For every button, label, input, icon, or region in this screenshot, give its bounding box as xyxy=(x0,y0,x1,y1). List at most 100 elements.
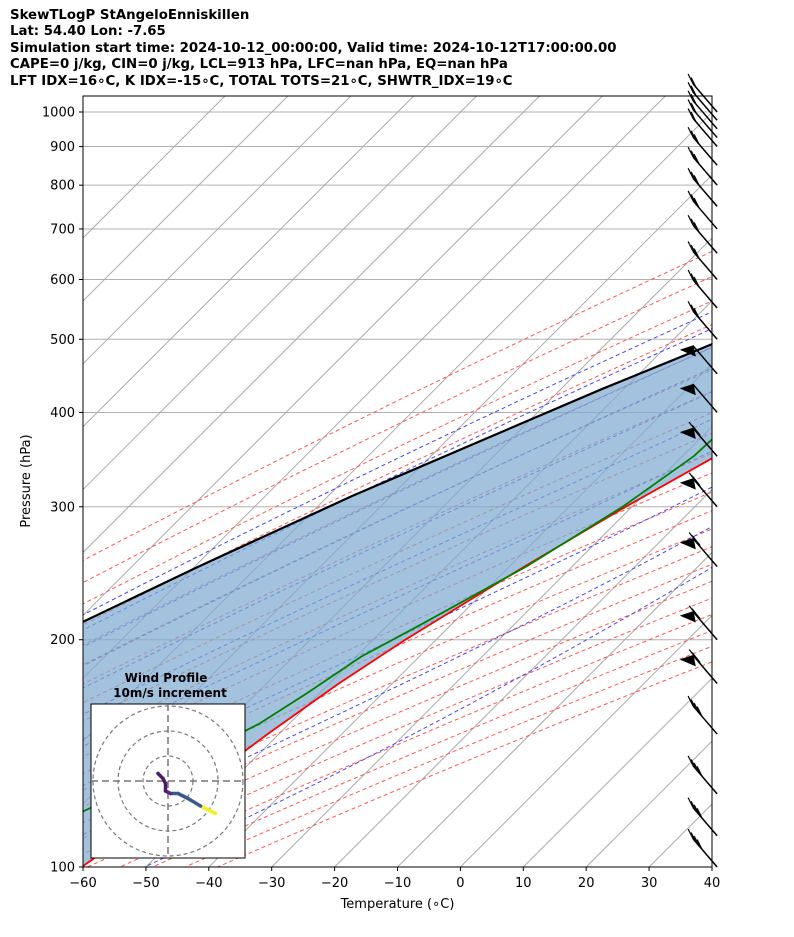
wind-barb-feather xyxy=(687,73,694,85)
isotherm-line xyxy=(460,614,712,867)
wind-barb-feather xyxy=(696,807,703,819)
wind-barb-feather xyxy=(687,168,694,179)
wind-barb-feather xyxy=(690,218,697,230)
wind-barb-staff xyxy=(692,109,718,139)
x-tick-label: −10 xyxy=(384,876,411,891)
wind-barb-staff xyxy=(692,279,718,309)
wind-barb xyxy=(687,695,718,735)
wind-barb xyxy=(687,241,718,280)
y-tick-label: 500 xyxy=(50,333,75,348)
wind-barb-staff xyxy=(692,765,718,795)
wind-barb-feather xyxy=(687,755,694,767)
x-tick-label: 30 xyxy=(641,876,658,891)
dry-adiabat-line xyxy=(83,276,712,584)
wind-barb-feather xyxy=(693,804,700,816)
wind-barb-staff xyxy=(692,478,718,508)
wind-barb-feather xyxy=(693,835,700,847)
wind-barb xyxy=(679,649,718,684)
wind-barb-feather xyxy=(693,276,700,288)
isotherm-line xyxy=(83,96,415,428)
wind-barb-feather xyxy=(687,146,694,158)
wind-barb-feather xyxy=(687,301,694,312)
x-tick-label: 0 xyxy=(456,876,464,891)
wind-barb-feather xyxy=(693,197,700,209)
hodograph-title: Wind Profile xyxy=(125,671,208,685)
dewpoint-profile-line xyxy=(83,438,712,813)
hodograph-trace-segment xyxy=(176,791,190,801)
wind-barb-staff xyxy=(692,251,718,280)
isotherm-line xyxy=(83,96,477,491)
wind-barb-feather xyxy=(693,308,700,319)
wind-barb xyxy=(687,301,718,340)
wind-barb-staff xyxy=(692,538,718,568)
wind-barb-staff xyxy=(692,310,718,340)
y-axis-label: Pressure (hPa) xyxy=(19,434,34,527)
wind-barb-feather xyxy=(687,108,694,119)
wind-barb-staff xyxy=(692,807,718,837)
wind-barb-feather xyxy=(687,127,694,138)
wind-barb-feather xyxy=(690,832,697,843)
wind-barb-feather xyxy=(696,766,703,777)
isotherm-line xyxy=(83,96,666,680)
isotherm-line xyxy=(775,96,794,867)
dry-adiabat-line xyxy=(83,300,712,605)
wind-barb xyxy=(679,421,718,457)
wind-barb-pennant xyxy=(679,427,696,440)
hodograph-inset xyxy=(90,703,246,859)
y-tick-label: 1000 xyxy=(42,105,75,120)
wind-barb-feather xyxy=(696,839,703,850)
wind-barb-feather xyxy=(690,130,697,142)
y-tick-label: 400 xyxy=(50,406,75,421)
y-tick-label: 300 xyxy=(50,500,75,515)
wind-barb-staff xyxy=(692,136,718,166)
wind-barb xyxy=(687,146,718,186)
wind-barb-feather xyxy=(690,800,697,812)
wind-barb-staff xyxy=(692,383,718,413)
isotherm-line xyxy=(83,96,289,302)
wind-barb-feather xyxy=(691,475,701,487)
wind-barb-staff xyxy=(692,427,718,457)
hodograph-trace-segment xyxy=(186,796,203,808)
wind-barb-feather xyxy=(691,535,701,546)
wind-barb-feather xyxy=(687,214,694,226)
wind-barb xyxy=(687,269,718,309)
simulation-times: Simulation start time: 2024-10-12_00:00:… xyxy=(10,40,617,56)
wind-barb-feather xyxy=(693,175,700,186)
wind-barb xyxy=(679,532,718,568)
wind-barb xyxy=(687,190,718,230)
wind-barb-staff xyxy=(692,100,718,130)
wind-barb xyxy=(687,127,718,166)
wind-barb-feather xyxy=(687,241,694,252)
wind-barb-pennant xyxy=(679,478,696,490)
isotherm-line xyxy=(397,551,712,867)
wind-barb-feather xyxy=(687,269,694,281)
chart-title: SkewTLogP StAngeloEnniskillen xyxy=(10,8,250,23)
isotherm-line xyxy=(522,677,712,867)
y-tick-label: 800 xyxy=(50,179,75,194)
wind-barb-staff xyxy=(692,118,718,148)
temperature-profile-line xyxy=(83,457,712,867)
wind-barb-staff xyxy=(692,83,718,113)
wind-barb-feather xyxy=(693,248,700,259)
wind-barb-feather xyxy=(691,608,701,620)
wind-barb-feather xyxy=(693,134,700,145)
moist-adiabat-line xyxy=(83,526,712,836)
wind-barb-feather xyxy=(693,762,700,774)
wind-barb-pennant xyxy=(679,537,696,550)
wind-barb xyxy=(679,345,718,375)
x-tick-label: −30 xyxy=(258,876,285,891)
wind-barb-staff xyxy=(692,705,718,735)
x-tick-label: −60 xyxy=(69,876,96,891)
hodograph-trace-segment xyxy=(198,804,218,816)
wind-barb-feather xyxy=(690,699,697,710)
wind-barbs xyxy=(679,73,718,868)
wind-barb-feather xyxy=(691,424,701,436)
y-tick-label: 700 xyxy=(50,222,75,237)
wind-barb xyxy=(687,90,718,130)
moist-adiabat-line xyxy=(83,486,712,787)
wind-barb xyxy=(687,755,718,795)
wind-barb-staff xyxy=(692,156,718,186)
y-tick-label: 600 xyxy=(50,273,75,288)
wind-barb-feather xyxy=(690,171,697,183)
